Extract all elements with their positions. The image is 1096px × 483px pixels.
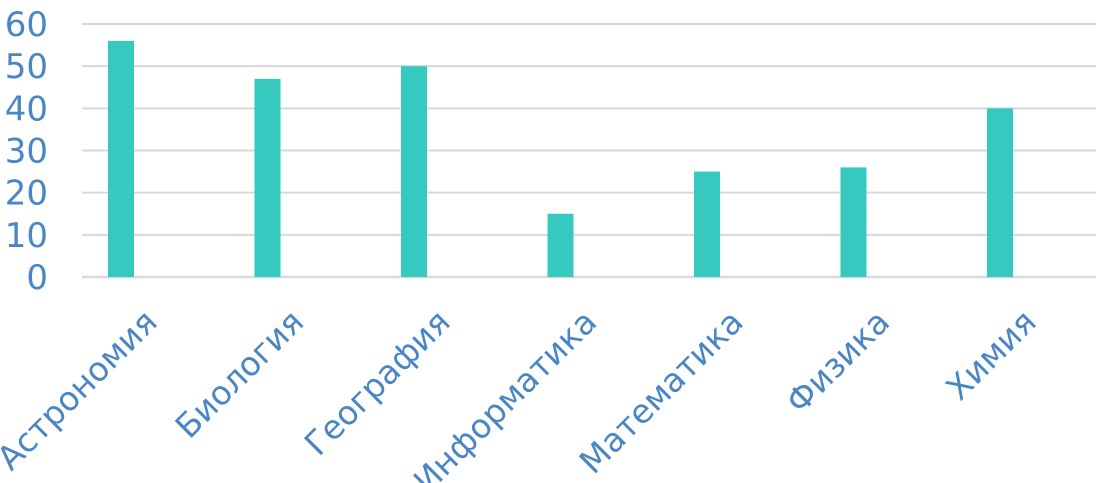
bar	[254, 78, 281, 277]
y-tick-label: 30	[5, 132, 48, 172]
x-category-label: Биология	[167, 302, 311, 446]
bar	[108, 40, 134, 277]
bars	[108, 40, 1013, 278]
bar	[987, 108, 1013, 277]
x-category-label: Физика	[778, 302, 897, 421]
y-tick-label: 0	[26, 258, 48, 298]
bar	[547, 213, 574, 277]
x-category-label: Химия	[938, 302, 1044, 408]
y-tick-label: 60	[5, 5, 48, 45]
y-tick-label: 10	[5, 216, 48, 256]
x-category-label: Астрономия	[0, 302, 165, 477]
y-tick-label: 50	[5, 47, 48, 87]
y-tick-label: 40	[5, 89, 48, 129]
bar	[840, 167, 867, 277]
bar	[694, 171, 720, 277]
x-category-label: География	[297, 302, 458, 463]
bar	[401, 66, 427, 278]
x-axis-category-labels: Астрономия БиологияГеографияИнформатикаМа…	[0, 302, 1044, 483]
y-tick-label: 20	[5, 174, 48, 214]
gridlines	[82, 23, 1096, 279]
